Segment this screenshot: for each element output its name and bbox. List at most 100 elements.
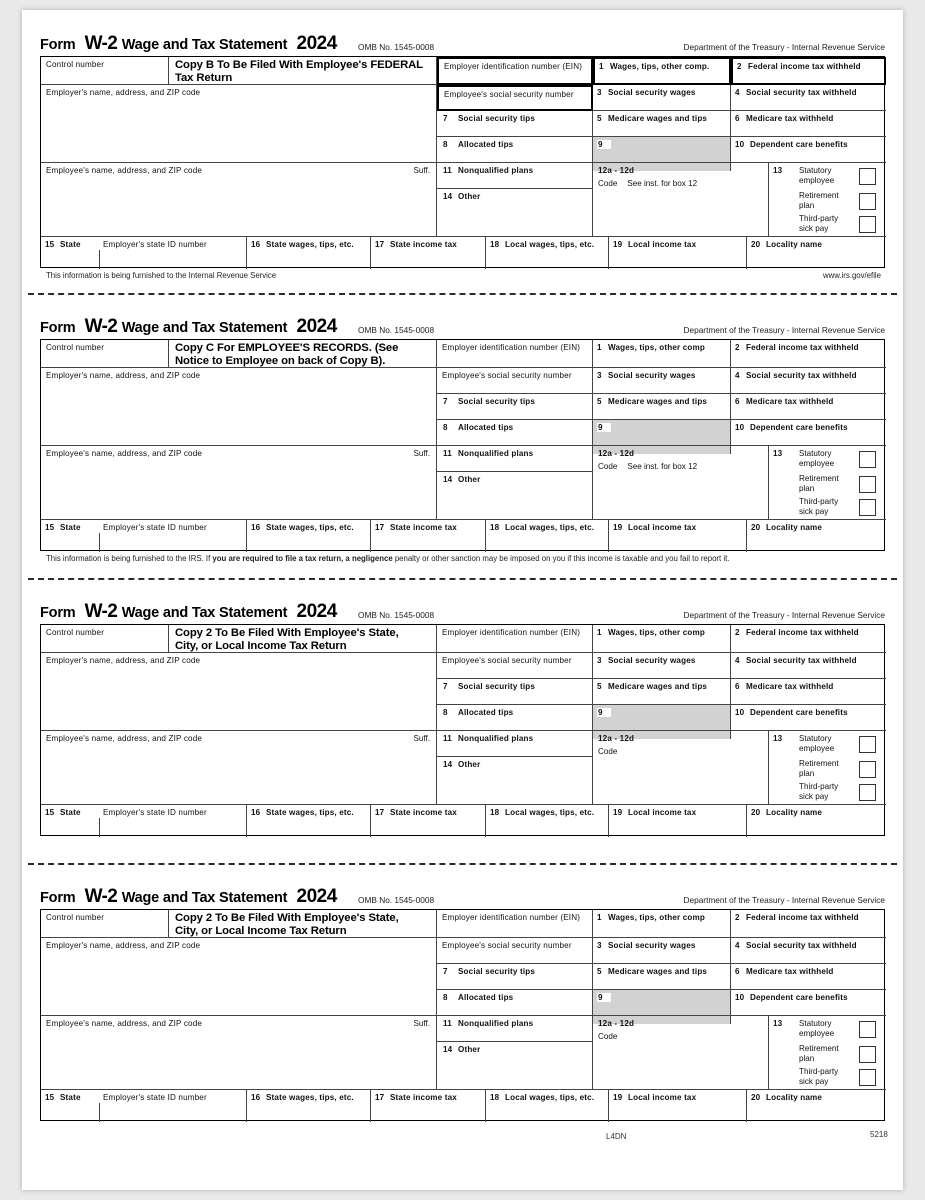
box20-locality-name-cell[interactable]: 20 Locality name — [747, 520, 886, 552]
ein-cell[interactable]: Employer identification number (EIN) — [437, 57, 593, 85]
employee-name-cell[interactable]: Employee's name, address, and ZIP code S… — [41, 731, 437, 805]
box3-ss-wages-cell[interactable]: 3 Social security wages — [593, 85, 731, 111]
box5-medicare-wages-cell[interactable]: 5 Medicare wages and tips — [593, 679, 731, 705]
box6-medicare-withheld-cell[interactable]: 6 Medicare tax withheld — [731, 394, 886, 420]
box12-cell[interactable]: 12a - 12d Code See inst. for box 12 — [593, 163, 769, 237]
box13-statutory-employee-checkbox[interactable] — [859, 1021, 876, 1038]
box16-state-wages-cell[interactable]: 16 State wages, tips, etc. — [247, 520, 371, 552]
box13-third-party-sick-pay-checkbox[interactable] — [859, 216, 876, 233]
box20-locality-name-cell[interactable]: 20 Locality name — [747, 1090, 886, 1122]
box20-locality-name-cell[interactable]: 20 Locality name — [747, 805, 886, 837]
ssn-cell[interactable]: Employee's social security number — [437, 653, 593, 679]
control-number-cell[interactable]: Control number — [41, 910, 169, 938]
box20-locality-name-cell[interactable]: 20 Locality name — [747, 237, 886, 269]
box6-medicare-withheld-cell[interactable]: 6 Medicare tax withheld — [731, 964, 886, 990]
employee-name-cell[interactable]: Employee's name, address, and ZIP code S… — [41, 163, 437, 237]
box15-state-cell[interactable]: 15 State Employer's state ID number — [41, 1090, 247, 1122]
ssn-cell[interactable]: Employee's social security number — [437, 938, 593, 964]
box14-other-cell[interactable]: 14 Other — [437, 472, 593, 520]
box8-allocated-tips-cell[interactable]: 8 Allocated tips — [437, 137, 593, 163]
box13-retirement-plan-checkbox[interactable] — [859, 476, 876, 493]
box2-fed-withheld-cell[interactable]: 2 Federal income tax withheld — [731, 910, 886, 938]
box5-medicare-wages-cell[interactable]: 5 Medicare wages and tips — [593, 394, 731, 420]
box11-nonqualified-cell[interactable]: 11 Nonqualified plans — [437, 446, 593, 472]
box7-ss-tips-cell[interactable]: 7 Social security tips — [437, 111, 593, 137]
box13-statutory-employee-checkbox[interactable] — [859, 736, 876, 753]
box18-local-wages-cell[interactable]: 18 Local wages, tips, etc. — [486, 237, 609, 269]
box16-state-wages-cell[interactable]: 16 State wages, tips, etc. — [247, 237, 371, 269]
box7-ss-tips-cell[interactable]: 7 Social security tips — [437, 964, 593, 990]
control-number-cell[interactable]: Control number — [41, 625, 169, 653]
box8-allocated-tips-cell[interactable]: 8 Allocated tips — [437, 990, 593, 1016]
box10-dependent-care-cell[interactable]: 10 Dependent care benefits — [731, 705, 886, 731]
box13-third-party-sick-pay-checkbox[interactable] — [859, 1069, 876, 1086]
box18-local-wages-cell[interactable]: 18 Local wages, tips, etc. — [486, 805, 609, 837]
ein-cell[interactable]: Employer identification number (EIN) — [437, 340, 593, 368]
box3-ss-wages-cell[interactable]: 3 Social security wages — [593, 368, 731, 394]
box7-ss-tips-cell[interactable]: 7 Social security tips — [437, 394, 593, 420]
box1-wages-cell[interactable]: 1 Wages, tips, other comp. — [593, 57, 731, 85]
employer-name-cell[interactable]: Employer's name, address, and ZIP code — [41, 85, 437, 163]
box5-medicare-wages-cell[interactable]: 5 Medicare wages and tips — [593, 111, 731, 137]
box10-dependent-care-cell[interactable]: 10 Dependent care benefits — [731, 990, 886, 1016]
box17-state-income-tax-cell[interactable]: 17 State income tax — [371, 520, 486, 552]
employer-name-cell[interactable]: Employer's name, address, and ZIP code — [41, 653, 437, 731]
box19-local-income-tax-cell[interactable]: 19 Local income tax — [609, 805, 747, 837]
box16-state-wages-cell[interactable]: 16 State wages, tips, etc. — [247, 1090, 371, 1122]
box12-cell[interactable]: 12a - 12d Code — [593, 1016, 769, 1090]
box19-local-income-tax-cell[interactable]: 19 Local income tax — [609, 1090, 747, 1122]
box13-retirement-plan-checkbox[interactable] — [859, 1046, 876, 1063]
box16-state-wages-cell[interactable]: 16 State wages, tips, etc. — [247, 805, 371, 837]
box4-ss-withheld-cell[interactable]: 4 Social security tax withheld — [731, 85, 886, 111]
box17-state-income-tax-cell[interactable]: 17 State income tax — [371, 805, 486, 837]
ein-cell[interactable]: Employer identification number (EIN) — [437, 910, 593, 938]
box10-dependent-care-cell[interactable]: 10 Dependent care benefits — [731, 137, 886, 163]
box3-ss-wages-cell[interactable]: 3 Social security wages — [593, 653, 731, 679]
box15-state-cell[interactable]: 15 State Employer's state ID number — [41, 805, 247, 837]
box13-third-party-sick-pay-checkbox[interactable] — [859, 499, 876, 516]
box4-ss-withheld-cell[interactable]: 4 Social security tax withheld — [731, 368, 886, 394]
box1-wages-cell[interactable]: 1 Wages, tips, other comp — [593, 340, 731, 368]
box1-wages-cell[interactable]: 1 Wages, tips, other comp — [593, 625, 731, 653]
box5-medicare-wages-cell[interactable]: 5 Medicare wages and tips — [593, 964, 731, 990]
box10-dependent-care-cell[interactable]: 10 Dependent care benefits — [731, 420, 886, 446]
employee-name-cell[interactable]: Employee's name, address, and ZIP code S… — [41, 446, 437, 520]
box14-other-cell[interactable]: 14 Other — [437, 1042, 593, 1090]
ein-cell[interactable]: Employer identification number (EIN) — [437, 625, 593, 653]
box12-cell[interactable]: 12a - 12d Code See inst. for box 12 — [593, 446, 769, 520]
control-number-cell[interactable]: Control number — [41, 57, 169, 85]
box19-local-income-tax-cell[interactable]: 19 Local income tax — [609, 520, 747, 552]
box2-fed-withheld-cell[interactable]: 2 Federal income tax withheld — [731, 340, 886, 368]
control-number-cell[interactable]: Control number — [41, 340, 169, 368]
box2-fed-withheld-cell[interactable]: 2 Federal income tax withheld — [731, 57, 886, 85]
box14-other-cell[interactable]: 14 Other — [437, 189, 593, 237]
box4-ss-withheld-cell[interactable]: 4 Social security tax withheld — [731, 938, 886, 964]
box17-state-income-tax-cell[interactable]: 17 State income tax — [371, 237, 486, 269]
box11-nonqualified-cell[interactable]: 11 Nonqualified plans — [437, 731, 593, 757]
box11-nonqualified-cell[interactable]: 11 Nonqualified plans — [437, 1016, 593, 1042]
box13-retirement-plan-checkbox[interactable] — [859, 193, 876, 210]
box18-local-wages-cell[interactable]: 18 Local wages, tips, etc. — [486, 520, 609, 552]
box6-medicare-withheld-cell[interactable]: 6 Medicare tax withheld — [731, 111, 886, 137]
box15-state-cell[interactable]: 15 State Employer's state ID number — [41, 237, 247, 269]
employer-name-cell[interactable]: Employer's name, address, and ZIP code — [41, 368, 437, 446]
box18-local-wages-cell[interactable]: 18 Local wages, tips, etc. — [486, 1090, 609, 1122]
box3-ss-wages-cell[interactable]: 3 Social security wages — [593, 938, 731, 964]
box4-ss-withheld-cell[interactable]: 4 Social security tax withheld — [731, 653, 886, 679]
ssn-cell[interactable]: Employee's social security number — [437, 85, 593, 111]
box13-statutory-employee-checkbox[interactable] — [859, 451, 876, 468]
box12-cell[interactable]: 12a - 12d Code — [593, 731, 769, 805]
employer-name-cell[interactable]: Employer's name, address, and ZIP code — [41, 938, 437, 1016]
ssn-cell[interactable]: Employee's social security number — [437, 368, 593, 394]
box14-other-cell[interactable]: 14 Other — [437, 757, 593, 805]
box13-statutory-employee-checkbox[interactable] — [859, 168, 876, 185]
box17-state-income-tax-cell[interactable]: 17 State income tax — [371, 1090, 486, 1122]
box13-retirement-plan-checkbox[interactable] — [859, 761, 876, 778]
box13-third-party-sick-pay-checkbox[interactable] — [859, 784, 876, 801]
employee-name-cell[interactable]: Employee's name, address, and ZIP code S… — [41, 1016, 437, 1090]
box1-wages-cell[interactable]: 1 Wages, tips, other comp — [593, 910, 731, 938]
box8-allocated-tips-cell[interactable]: 8 Allocated tips — [437, 705, 593, 731]
box11-nonqualified-cell[interactable]: 11 Nonqualified plans — [437, 163, 593, 189]
box19-local-income-tax-cell[interactable]: 19 Local income tax — [609, 237, 747, 269]
box15-state-cell[interactable]: 15 State Employer's state ID number — [41, 520, 247, 552]
